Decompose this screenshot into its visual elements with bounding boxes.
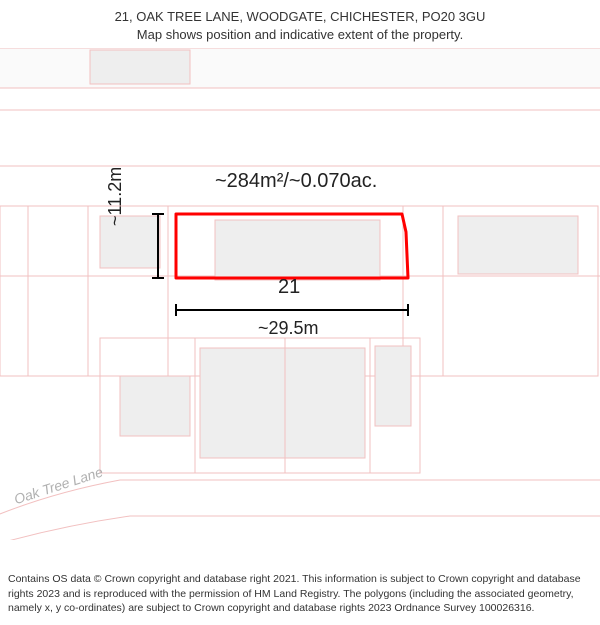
height-dimension-label: ~11.2m xyxy=(105,167,126,226)
page-title: 21, OAK TREE LANE, WOODGATE, CHICHESTER,… xyxy=(10,8,590,26)
area-label: ~284m²/~0.070ac. xyxy=(215,170,377,193)
map-canvas: ~284m²/~0.070ac. ~11.2m 21 ~29.5m Oak Tr… xyxy=(0,48,600,540)
footer-copyright: Contains OS data © Crown copyright and d… xyxy=(0,566,600,625)
width-dimension-label: ~29.5m xyxy=(258,318,319,339)
house-number-label: 21 xyxy=(278,276,300,299)
header: 21, OAK TREE LANE, WOODGATE, CHICHESTER,… xyxy=(0,0,600,48)
page-subtitle: Map shows position and indicative extent… xyxy=(10,26,590,44)
